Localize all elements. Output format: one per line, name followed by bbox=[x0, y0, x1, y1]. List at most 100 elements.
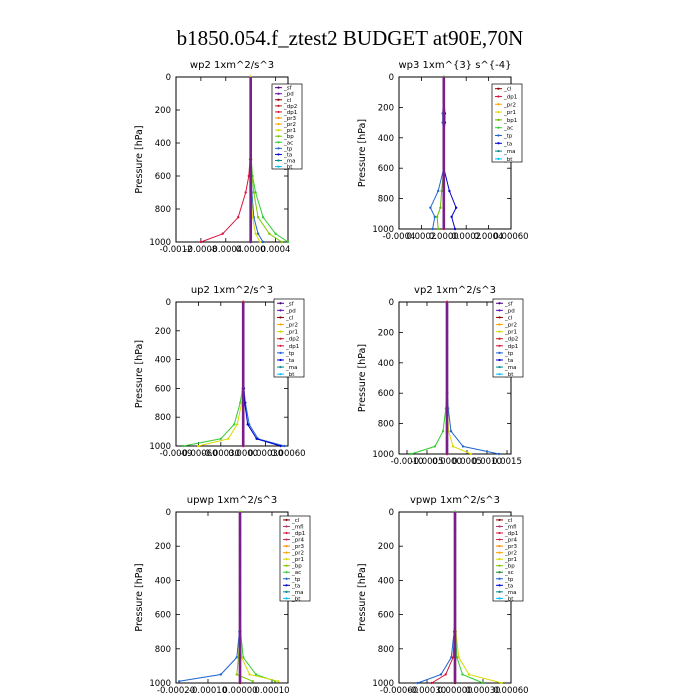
series-point bbox=[254, 232, 257, 235]
legend-entry: _tp bbox=[291, 577, 301, 583]
x-tick-label: 0.0000 bbox=[432, 457, 462, 467]
y-tick-label: 200 bbox=[378, 103, 394, 113]
legend-marker bbox=[279, 337, 282, 340]
legend-entry: _ta bbox=[503, 141, 512, 147]
series-point bbox=[457, 656, 460, 659]
series-line-tp bbox=[429, 77, 445, 230]
legend-marker bbox=[497, 134, 500, 137]
legend-marker bbox=[497, 149, 500, 153]
legend-marker bbox=[498, 531, 501, 535]
legend-marker bbox=[497, 118, 500, 121]
series-point bbox=[178, 680, 181, 683]
legend-marker bbox=[497, 157, 500, 160]
legend-entry: _tp bbox=[283, 146, 293, 152]
x-tick-label: -0.00060 bbox=[380, 686, 418, 696]
legend-entry: _dp1 bbox=[291, 531, 305, 537]
y-tick-label: 800 bbox=[378, 420, 394, 430]
legend-marker bbox=[285, 544, 288, 548]
legend-marker bbox=[279, 316, 282, 319]
legend-entry: _bt bbox=[504, 372, 514, 378]
series-point bbox=[197, 444, 200, 448]
series-line-dp1 bbox=[200, 77, 252, 243]
legend-entry: _pr1 bbox=[504, 557, 517, 563]
legend-entry: _cl bbox=[504, 315, 513, 321]
legend-marker bbox=[498, 558, 501, 561]
plot-frame bbox=[175, 76, 289, 243]
x-tick-label: 0.0000 bbox=[228, 449, 258, 459]
legend-marker bbox=[277, 153, 280, 156]
legend-entry: _pr1 bbox=[285, 330, 298, 336]
series-point bbox=[430, 681, 433, 685]
series-point bbox=[439, 206, 442, 209]
legend-entry: _sf bbox=[283, 86, 293, 92]
legend-marker bbox=[285, 558, 288, 561]
legend-entry: _cl bbox=[291, 518, 300, 524]
legend-entry: _ma bbox=[291, 590, 303, 596]
series-point bbox=[255, 437, 258, 440]
y-tick-label: 800 bbox=[378, 195, 394, 205]
panel-title: vp2 1xm^2/s^3 bbox=[414, 285, 496, 296]
x-tick-label: -0.0009 bbox=[160, 449, 193, 459]
legend-entry: _tp bbox=[285, 351, 295, 357]
legend-entry: _sc bbox=[504, 570, 514, 576]
legend-entry: _bp1 bbox=[503, 118, 517, 124]
legend-entry: _ta bbox=[291, 583, 300, 589]
legend-marker bbox=[498, 373, 501, 376]
legend-entry: _pd bbox=[285, 308, 296, 314]
legend-marker bbox=[498, 577, 501, 580]
series-point bbox=[233, 423, 236, 426]
legend-marker bbox=[498, 365, 501, 369]
x-tick-label: -0.0010 bbox=[391, 457, 424, 467]
y-tick-label: 800 bbox=[155, 645, 171, 655]
y-tick-label: 400 bbox=[378, 359, 394, 369]
panels-grid: wp2 1xm^2/s^3 Pressure [hPa] 0 200 400 600 800… bbox=[134, 60, 529, 696]
legend-entry: _ac bbox=[283, 140, 293, 146]
legend-entry: _bp bbox=[291, 564, 302, 570]
legend-entry: _mfl bbox=[504, 524, 517, 530]
x-tick-label: 0.00060 bbox=[270, 449, 305, 459]
plot-frame bbox=[398, 301, 512, 455]
legend-box bbox=[492, 515, 524, 602]
x-tick-label: 0.0015 bbox=[492, 457, 522, 467]
legend-entry: _ta bbox=[504, 583, 513, 589]
series-point bbox=[274, 232, 277, 235]
legend-marker bbox=[498, 351, 501, 354]
series-point bbox=[227, 437, 230, 440]
legend-marker bbox=[277, 159, 280, 162]
y-tick-label: 600 bbox=[378, 389, 394, 399]
series-point bbox=[283, 444, 286, 448]
y-axis-label: Pressure [hPa] bbox=[357, 344, 368, 412]
legend-marker bbox=[498, 571, 501, 574]
legend-marker bbox=[498, 518, 501, 522]
legend-entry: _pr2 bbox=[285, 323, 298, 329]
x-tick-label: 0.0010 bbox=[472, 457, 502, 467]
x-tick-label: -0.0005 bbox=[411, 457, 444, 467]
figure-title: b1850.054.f_ztest2 BUDGET at90E,70N bbox=[177, 26, 524, 50]
series-point bbox=[441, 430, 445, 433]
x-tick-label: 0.00060 bbox=[493, 232, 528, 242]
legend-entry: _tp bbox=[504, 351, 514, 357]
legend-entry: _pd bbox=[504, 308, 515, 314]
legend-marker bbox=[497, 142, 500, 145]
legend-entry: _bt bbox=[291, 596, 301, 602]
series-point bbox=[258, 240, 262, 244]
y-tick-label: 400 bbox=[378, 134, 394, 144]
legend-marker bbox=[279, 302, 282, 305]
legend-entry: _sf bbox=[504, 301, 514, 307]
legend-marker bbox=[285, 597, 288, 600]
panel-title: wp3 1xm^{3} s^{-4} bbox=[398, 60, 511, 71]
panel-title: wp2 1xm^2/s^3 bbox=[190, 60, 274, 71]
legend-marker bbox=[498, 316, 501, 319]
legend-entry: _dp2 bbox=[285, 337, 299, 343]
y-tick-label: 0 bbox=[166, 73, 171, 83]
legend-entry: _ac bbox=[291, 570, 301, 576]
y-tick-label: 600 bbox=[155, 611, 171, 621]
legend-marker bbox=[498, 538, 501, 541]
panel-1: wp2 1xm^2/s^3 Pressure [hPa] 0 200 400 600 800… bbox=[134, 60, 303, 255]
legend-marker bbox=[277, 135, 280, 138]
legend-entry: _ma bbox=[504, 590, 516, 596]
legend-entry: _pr1 bbox=[291, 557, 304, 563]
legend-entry: _bt bbox=[283, 165, 293, 171]
legend-entry: _pr3 bbox=[291, 544, 305, 550]
legend-entry: _dp2 bbox=[504, 337, 518, 343]
